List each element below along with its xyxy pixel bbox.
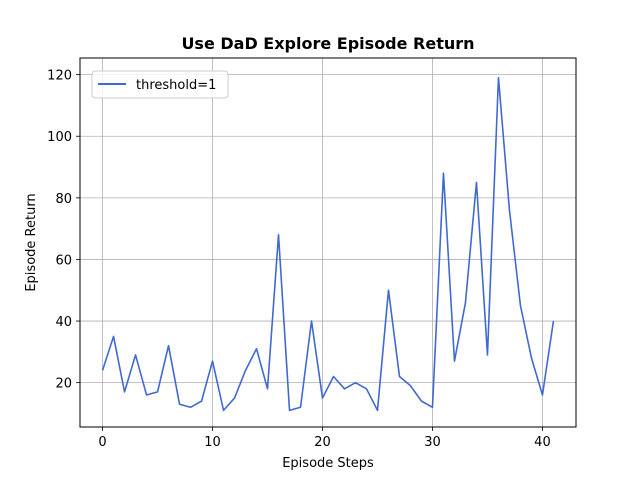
legend: threshold=1 <box>91 70 229 99</box>
series-line-0 <box>101 76 555 412</box>
y-tick-label: 100 <box>47 130 72 145</box>
plot-frame <box>79 57 577 428</box>
ticks: 0 10 20 30 40 20 40 60 80 100 120 <box>47 69 551 450</box>
chart-title: Use DaD Explore Episode Return <box>181 34 474 53</box>
y-tick-label: 80 <box>55 192 72 207</box>
x-tick-label: 0 <box>98 435 106 450</box>
y-tick-label: 120 <box>47 69 72 84</box>
y-tick-label: 40 <box>55 315 72 330</box>
x-tick-label: 20 <box>314 435 331 450</box>
y-tick-label: 60 <box>55 253 72 268</box>
legend-series-label: threshold=1 <box>136 78 216 93</box>
series-layer <box>101 76 555 412</box>
x-axis-label: Episode Steps <box>282 456 374 471</box>
x-tick-label: 30 <box>424 435 441 450</box>
x-tick-label: 40 <box>534 435 551 450</box>
x-tick-label: 10 <box>204 435 221 450</box>
y-tick-label: 20 <box>55 377 72 392</box>
legend-box <box>91 70 229 99</box>
y-axis-label: Episode Return <box>24 193 39 291</box>
